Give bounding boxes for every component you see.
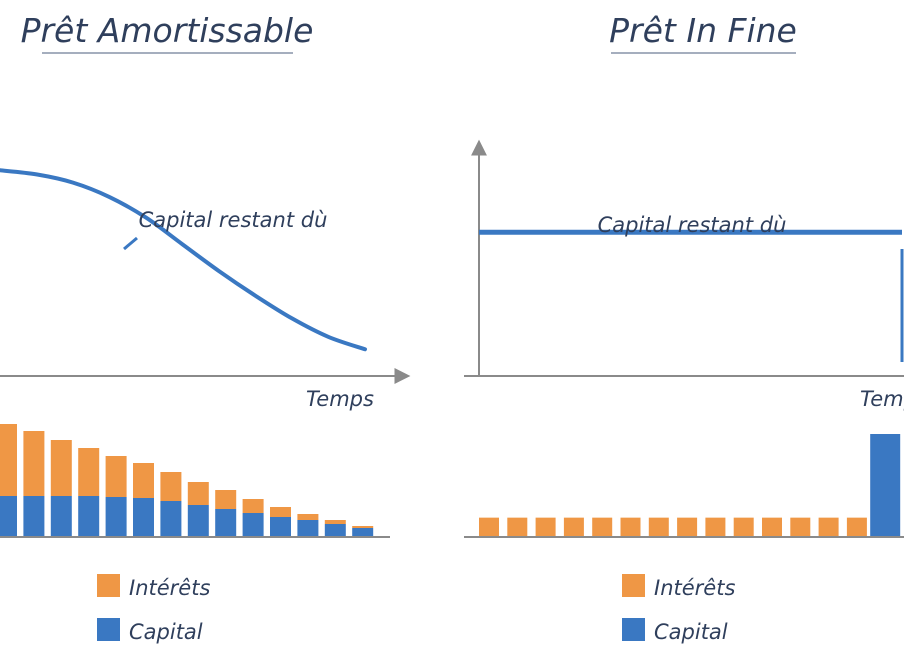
right-bar-interest-13 [818, 517, 839, 536]
left-bar-capital-2 [23, 496, 45, 536]
right-bar-interest-1 [479, 517, 499, 536]
left-bar-interest-13 [324, 520, 346, 524]
left-curve-annotation: Capital restant dù [139, 208, 328, 232]
right-bar-capital-15 [870, 434, 901, 536]
right-bar-interest-5 [592, 517, 613, 536]
title-in-fine: Prêt In Fine [609, 11, 797, 50]
right-bar-interest-3 [535, 517, 556, 536]
left-bar-capital-8 [187, 505, 209, 536]
left-bar-capital-10 [242, 513, 264, 536]
right-line-annotation: Capital restant dù [598, 213, 787, 237]
left-bar-capital-9 [215, 509, 237, 536]
left-bar-interest-10 [242, 499, 264, 513]
left-legend-capital-swatch [97, 618, 120, 641]
left-bar-interest-12 [297, 514, 319, 520]
left-bar-interest-9 [215, 490, 237, 509]
left-annotation-leader [123, 236, 138, 251]
right-bar-interest-7 [648, 517, 669, 536]
left-bar-capital-11 [270, 517, 291, 536]
left-bar-interest-6 [133, 463, 154, 498]
right-legend-capital-swatch [622, 618, 645, 641]
left-bar-capital-12 [297, 520, 319, 536]
right-bar-interest-6 [620, 517, 641, 536]
left-bar-capital-1 [0, 496, 17, 536]
left-bar-interest-3 [50, 440, 72, 496]
left-bar-interest-14 [352, 526, 374, 528]
left-legend-interest-swatch [97, 574, 120, 597]
title-amortissable: Prêt Amortissable [21, 11, 314, 50]
right-bar-interest-12 [790, 517, 811, 536]
left-bar-capital-6 [133, 498, 154, 536]
right-bar-interest-11 [762, 517, 782, 536]
left-legend-interest-label: Intérêts [129, 576, 210, 600]
left-legend-capital-label: Capital [129, 620, 203, 644]
right-legend-capital-label: Capital [654, 620, 728, 644]
left-bar-interest-5 [105, 456, 127, 497]
right-x-axis-label: Temp [860, 387, 904, 411]
left-bar-interest-11 [270, 507, 291, 517]
left-capital-remaining-line [0, 168, 367, 352]
left-bar-interest-7 [160, 472, 182, 501]
right-legend-interest-label: Intérêts [654, 576, 735, 600]
left-bar-capital-4 [78, 496, 100, 536]
right-bar-interest-2 [507, 517, 528, 536]
left-bar-interest-2 [23, 431, 45, 496]
right-bar-interest-8 [677, 517, 698, 536]
left-bar-interest-1 [0, 424, 17, 496]
left-bar-capital-7 [160, 501, 182, 536]
left-x-axis-label: Temps [306, 387, 374, 411]
right-bar-interest-10 [733, 517, 754, 536]
left-bar-interest-4 [78, 448, 100, 496]
left-bar-capital-13 [324, 524, 346, 536]
right-legend-interest-swatch [622, 574, 645, 597]
left-bar-interest-8 [187, 482, 209, 505]
right-bar-interest-4 [563, 517, 584, 536]
left-bar-capital-14 [352, 528, 374, 536]
right-bar-interest-9 [705, 517, 726, 536]
left-bar-capital-3 [50, 496, 72, 536]
left-bar-capital-5 [105, 497, 127, 536]
right-bar-interest-14 [846, 517, 867, 536]
